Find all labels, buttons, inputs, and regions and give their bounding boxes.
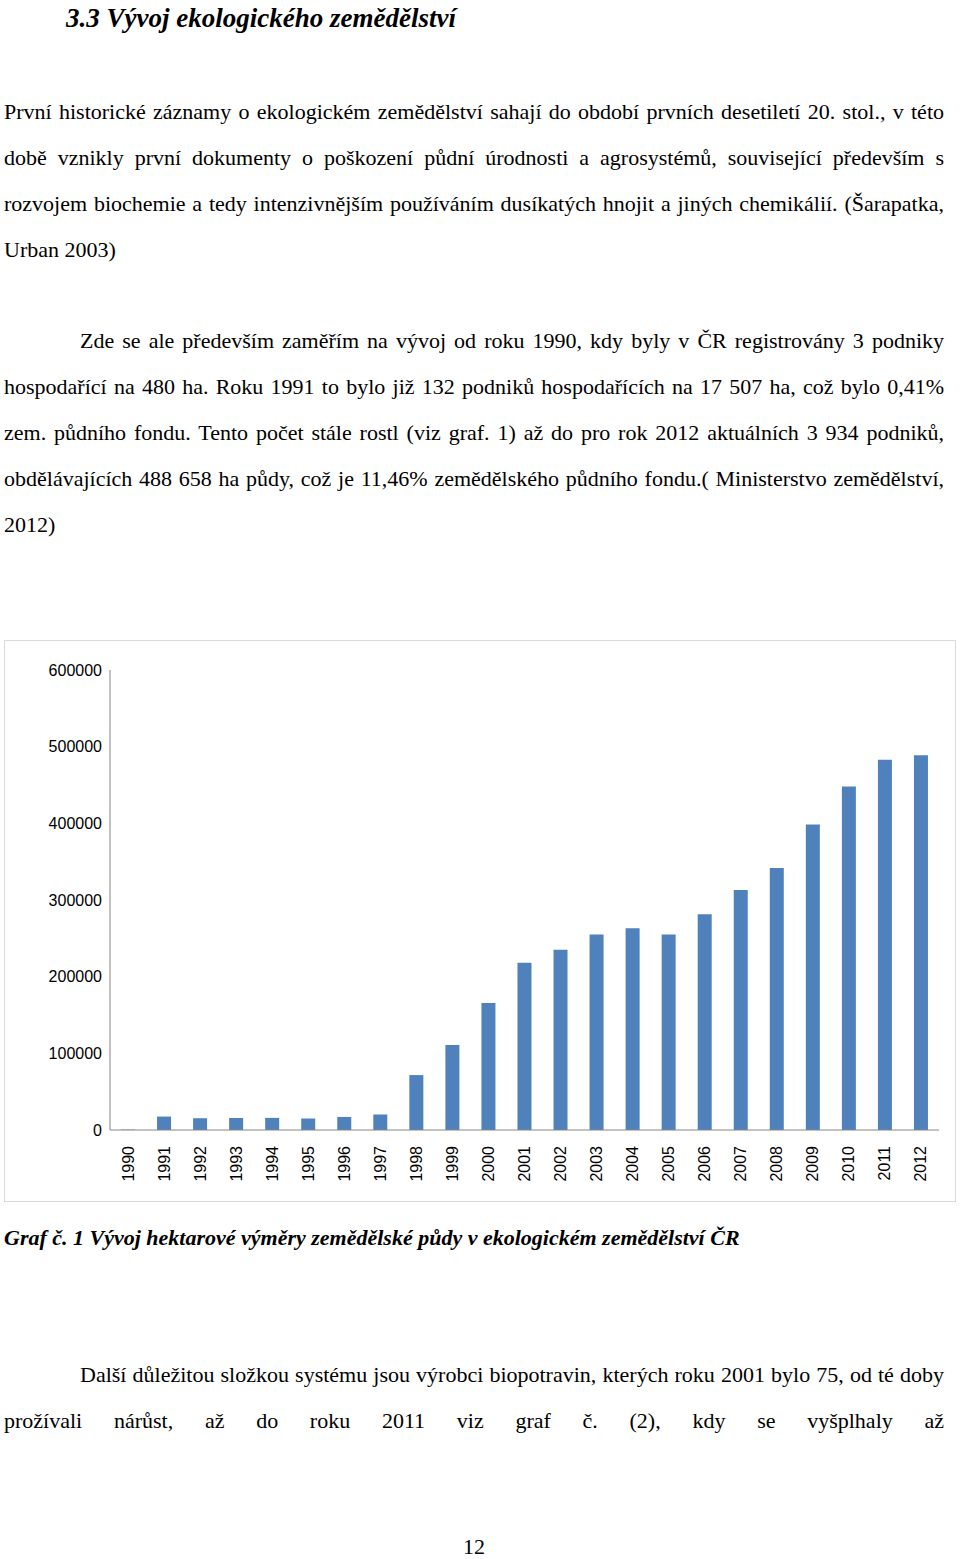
svg-text:1997: 1997 xyxy=(372,1146,389,1182)
svg-text:600000: 600000 xyxy=(49,662,102,679)
svg-text:2002: 2002 xyxy=(552,1146,569,1182)
svg-text:1998: 1998 xyxy=(408,1146,425,1182)
svg-text:2009: 2009 xyxy=(804,1146,821,1182)
svg-text:1996: 1996 xyxy=(336,1146,353,1182)
svg-text:2003: 2003 xyxy=(588,1146,605,1182)
svg-text:300000: 300000 xyxy=(49,892,102,909)
svg-text:1994: 1994 xyxy=(264,1146,281,1182)
svg-text:400000: 400000 xyxy=(49,815,102,832)
html-text:První historické záznamy o eko: První historické záznamy o ekologickém z… xyxy=(4,99,944,262)
svg-text:1999: 1999 xyxy=(444,1146,461,1182)
svg-text:0: 0 xyxy=(93,1122,102,1139)
svg-text:2001: 2001 xyxy=(516,1146,533,1182)
svg-text:2012: 2012 xyxy=(912,1146,929,1182)
svg-text:1995: 1995 xyxy=(300,1146,317,1182)
html-text:Další důležitou složkou systém: Další důležitou složkou systému jsou výr… xyxy=(4,1362,944,1433)
svg-text:100000: 100000 xyxy=(49,1045,102,1062)
svg-text:1991: 1991 xyxy=(156,1146,173,1182)
svg-text:1990: 1990 xyxy=(120,1146,137,1182)
svg-text:500000: 500000 xyxy=(49,738,102,755)
html-text:Zde se ale především zaměřím n: Zde se ale především zaměřím na vývoj od… xyxy=(4,328,944,537)
svg-text:2005: 2005 xyxy=(660,1146,677,1182)
html-text:Graf č. 1 Vývoj hektarové výmě: Graf č. 1 Vývoj hektarové výměry zeměděl… xyxy=(4,1225,740,1250)
svg-text:2004: 2004 xyxy=(624,1146,641,1182)
svg-text:2006: 2006 xyxy=(696,1146,713,1182)
svg-text:2008: 2008 xyxy=(768,1146,785,1182)
svg-text:1992: 1992 xyxy=(192,1146,209,1182)
html-text:3.3 Vývoj ekologického zeměděl: 3.3 Vývoj ekologického zemědělství xyxy=(66,3,456,33)
html-text:12: 12 xyxy=(463,1534,485,1559)
svg-text:2011: 2011 xyxy=(876,1146,893,1181)
svg-text:1993: 1993 xyxy=(228,1146,245,1182)
svg-text:2010: 2010 xyxy=(840,1146,857,1182)
svg-text:2007: 2007 xyxy=(732,1146,749,1182)
svg-text:2000: 2000 xyxy=(480,1146,497,1182)
svg-text:200000: 200000 xyxy=(49,968,102,985)
